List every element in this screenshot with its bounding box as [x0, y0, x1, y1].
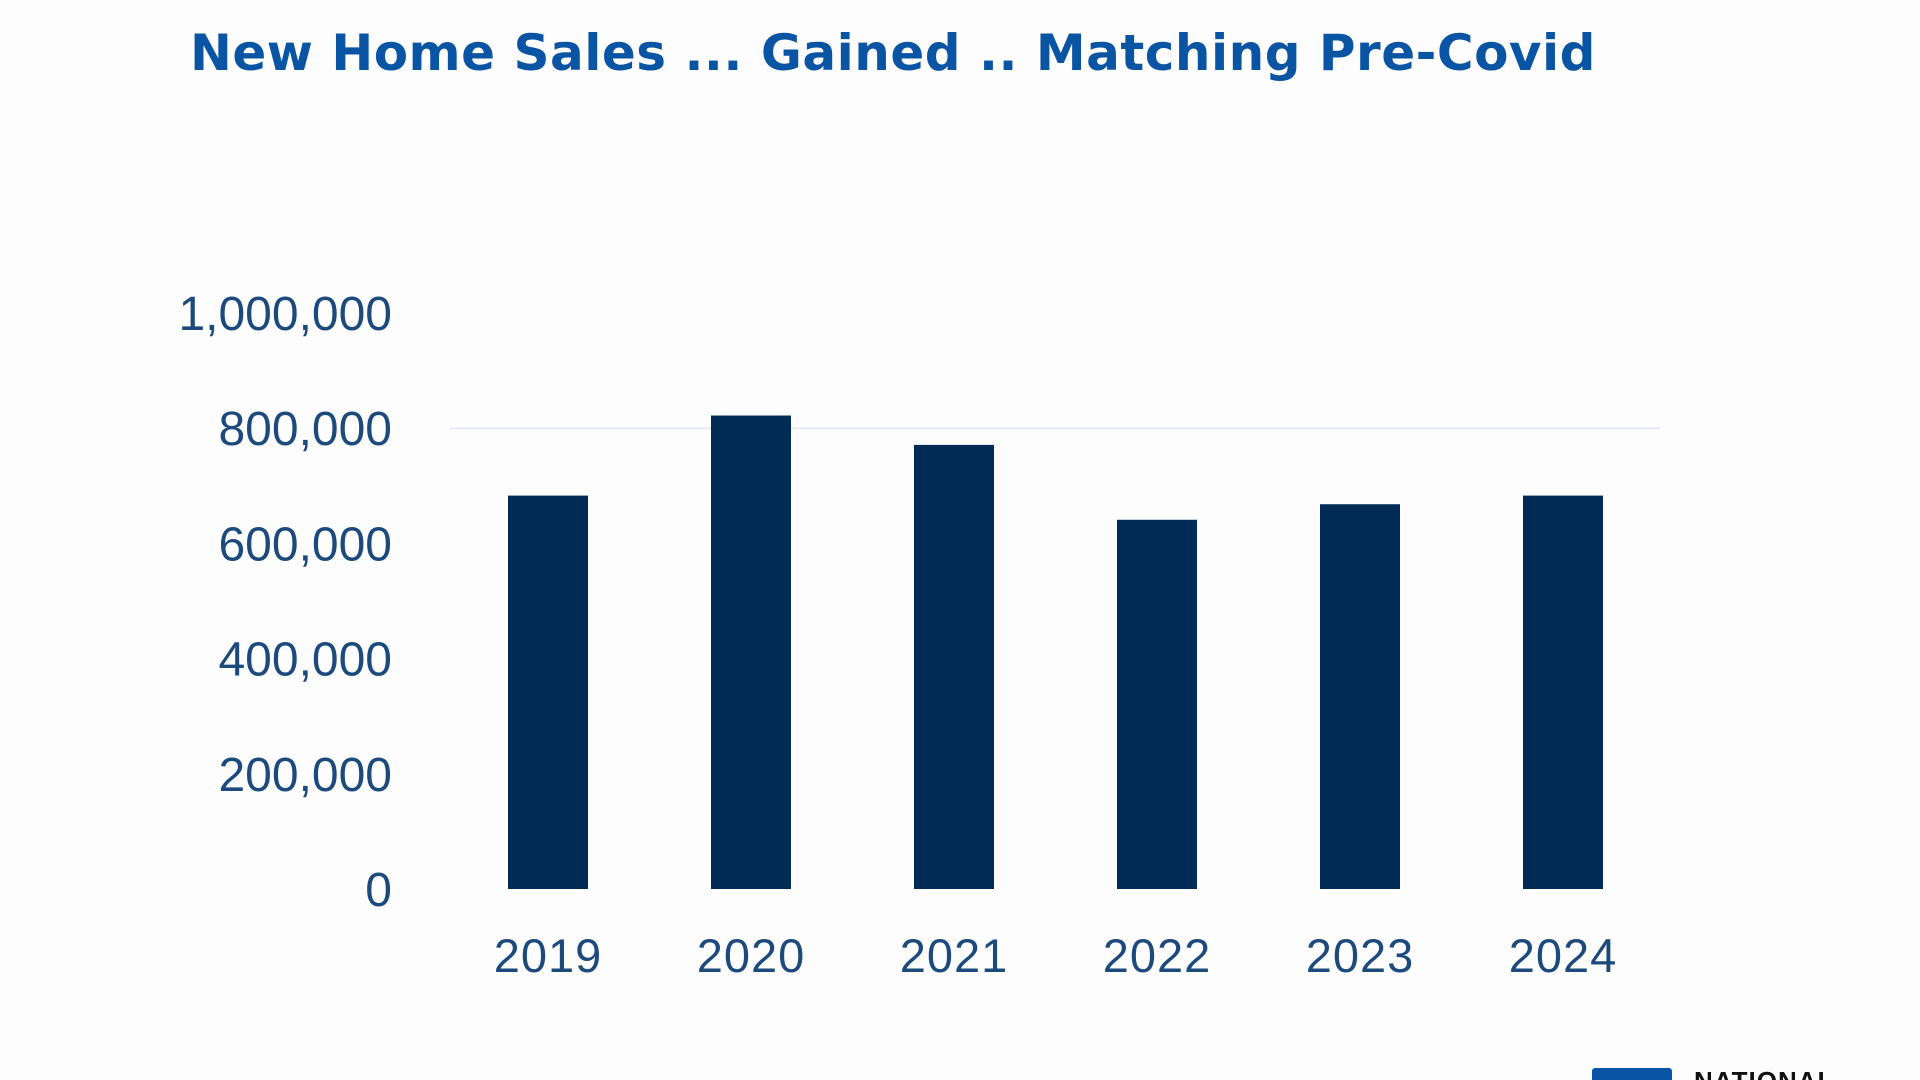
x-axis-categories: 2019 2020 2021 2022 2023 2024: [494, 929, 1618, 982]
bar-2022: [1117, 519, 1197, 889]
bar-2019: [508, 495, 588, 889]
y-tick-label: 200,000: [218, 749, 392, 802]
y-tick-label: 1,000,000: [178, 288, 392, 341]
y-tick-label: 0: [365, 864, 392, 917]
organization-logo: NATIONAL: [1592, 1062, 1920, 1080]
chart-title: New Home Sales ... Gained .. Matching Pr…: [190, 24, 1596, 82]
logo-mark-icon: [1592, 1068, 1672, 1080]
x-category-label: 2023: [1306, 929, 1415, 982]
bar-2020: [711, 415, 791, 889]
x-category-label: 2022: [1103, 929, 1212, 982]
logo-text: NATIONAL: [1694, 1066, 1834, 1080]
y-tick-label: 400,000: [218, 634, 392, 687]
bars: [508, 415, 1603, 889]
bar-2024: [1523, 495, 1603, 889]
bar-2021: [914, 444, 994, 889]
y-tick-label: 600,000: [218, 518, 392, 571]
x-category-label: 2020: [697, 929, 806, 982]
x-category-label: 2021: [900, 929, 1009, 982]
bar-2023: [1320, 504, 1400, 889]
y-tick-label: 800,000: [218, 403, 392, 456]
x-category-label: 2024: [1509, 929, 1618, 982]
y-axis-ticks: 0 200,000 400,000 600,000 800,000 1,000,000: [178, 288, 392, 917]
x-category-label: 2019: [494, 929, 603, 982]
